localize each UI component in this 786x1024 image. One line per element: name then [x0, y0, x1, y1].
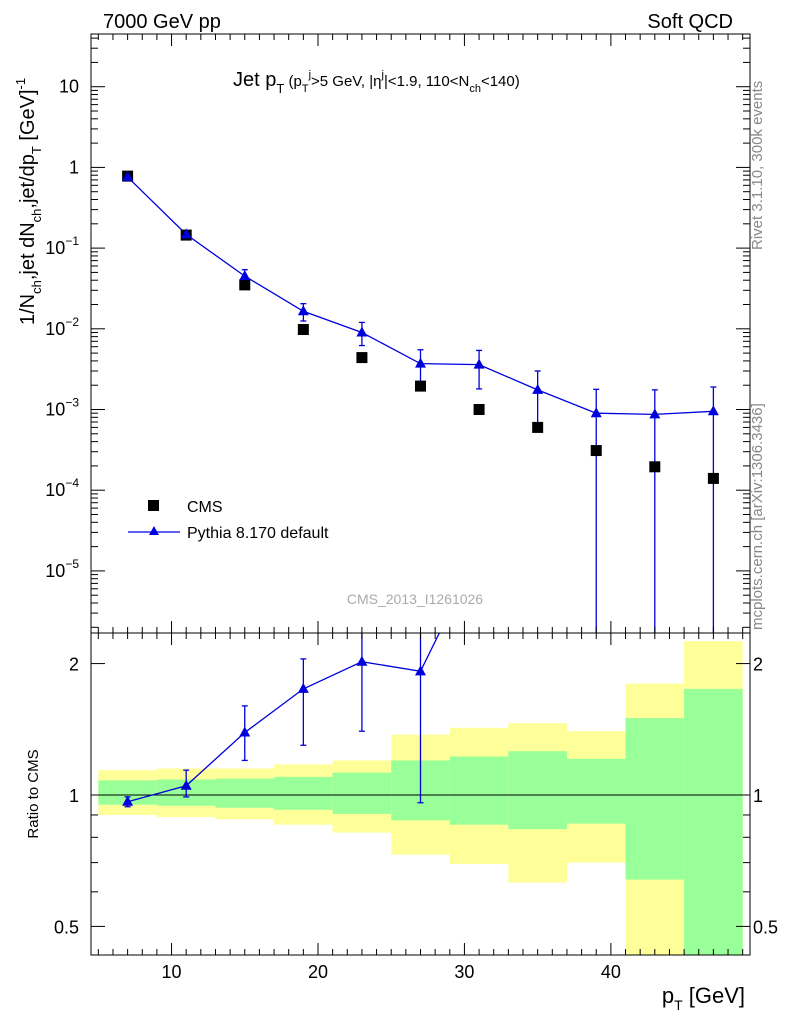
uncertainty-band-inner — [684, 688, 743, 955]
ratio-y-tick-label-left: 0.5 — [54, 917, 79, 937]
ratio-y-tick-label-right: 1 — [753, 786, 763, 806]
ratio-pythia-point — [180, 779, 192, 790]
cms-data-point — [356, 352, 368, 364]
x-tick-label: 40 — [601, 962, 621, 982]
y-tick-label: 10−3 — [45, 396, 79, 420]
cms-data-point — [590, 445, 602, 457]
pythia-data-point — [297, 305, 309, 316]
ratio-pythia-point — [474, 546, 485, 556]
cms-data-point — [649, 461, 661, 473]
ratio-pythia-point — [415, 665, 426, 676]
x-axis-title: pT [GeV] — [662, 983, 745, 1013]
y-tick-label: 10 — [59, 77, 79, 97]
y-tick-label-base: 10 — [45, 561, 65, 581]
analysis-watermark: CMS_2013_I1261026 — [347, 591, 483, 607]
legend-pythia-label: Pythia 8.170 default — [187, 525, 329, 542]
y-tick-label-exponent: −1 — [65, 234, 79, 248]
y-tick-label-base: 10 — [45, 238, 65, 258]
ratio-y-tick-label-right: 2 — [753, 655, 763, 675]
legend-pythia-marker — [149, 526, 159, 535]
y-tick-label-exponent: −3 — [65, 396, 79, 410]
ratio-y-tick-labels: 0.5 0.5 1 1 2 2 — [54, 655, 778, 938]
y-tick-label-base: 10 — [45, 400, 65, 420]
uncertainty-band-inner — [332, 772, 392, 814]
pythia-data-point — [649, 408, 661, 419]
x-tick-labels: 10 20 30 40 — [162, 962, 621, 982]
ratio-y-tick-label-left: 1 — [69, 786, 79, 806]
main-plot-area — [122, 170, 719, 633]
pythia-data-point — [532, 383, 544, 394]
main-frame — [90, 33, 751, 634]
pythia-data-point — [239, 270, 251, 281]
header-left-label: 7000 GeV pp — [103, 11, 221, 33]
main-title: Jet pT (pTj>5 GeV, |ηj|<1.9, 110<Nch<140… — [233, 69, 520, 96]
ratio-y-tick-label-right: 0.5 — [753, 917, 778, 937]
y-tick-label: 10−1 — [45, 234, 79, 258]
ratio-pythia-point — [122, 795, 134, 806]
x-tick-label: 30 — [454, 962, 474, 982]
ratio-axis-ticks — [91, 633, 750, 955]
uncertainty-band-inner — [449, 756, 509, 825]
ratio-pythia-point — [356, 655, 368, 666]
pythia-data-point — [122, 171, 134, 182]
cms-data-point — [239, 279, 251, 291]
uncertainty-band-inner — [625, 718, 685, 880]
cms-data-point — [707, 472, 719, 484]
y-tick-label-exponent: −5 — [65, 557, 79, 571]
ratio-panel: 0.5 0.5 1 1 2 2 10 20 30 40 Ratio to CMS pT [GeV… — [25, 546, 778, 1013]
pythia-data-point — [180, 228, 192, 239]
main-axis-ticks — [91, 34, 750, 633]
cms-data-point — [415, 380, 426, 392]
uncertainty-band-inner — [215, 778, 275, 808]
pythia-data-point — [590, 407, 602, 418]
cms-data-point — [297, 324, 309, 336]
y-tick-label: 1 — [69, 157, 79, 177]
legend: CMS Pythia 8.170 default — [128, 499, 329, 542]
legend-cms-label: CMS — [187, 499, 223, 516]
y-tick-label-exponent: −2 — [65, 315, 79, 329]
pythia-data-point — [473, 358, 485, 369]
pythia-data-point — [356, 326, 368, 337]
y-tick-label: 10−2 — [45, 315, 79, 339]
cms-data-point — [532, 421, 544, 433]
legend-cms-marker — [148, 500, 159, 511]
ratio-plot-area — [91, 546, 750, 955]
uncertainty-band-inner — [566, 758, 626, 824]
ratio-y-axis-title: Ratio to CMS — [25, 749, 42, 838]
x-tick-label: 20 — [308, 962, 328, 982]
pythia-data-point — [707, 405, 719, 416]
pythia-data-point — [415, 357, 426, 368]
mcplots-source-label: mcplots.cern.ch [arXiv:1306.3436] — [749, 403, 766, 630]
y-tick-label-exponent: −4 — [65, 476, 79, 490]
ratio-pythia-point — [239, 726, 251, 737]
ratio-y-tick-label-left: 2 — [69, 655, 79, 675]
uncertainty-band-inner — [274, 776, 333, 810]
cms-data-point — [473, 404, 485, 416]
y-tick-label: 10−4 — [45, 476, 79, 500]
main-y-axis-title: 1/Nch,jet dNch,jet/dpT [GeV]-1 — [13, 78, 44, 325]
y-tick-label: 10−5 — [45, 557, 79, 581]
header-right-label: Soft QCD — [647, 11, 733, 33]
uncertainty-band-inner — [508, 751, 567, 830]
y-tick-label-base: 10 — [45, 480, 65, 500]
rivet-version-label: Rivet 3.1.10, 300k events — [749, 81, 766, 250]
ratio-pythia-point — [297, 682, 309, 693]
x-tick-label: 10 — [162, 962, 182, 982]
y-tick-label-base: 10 — [45, 319, 65, 339]
